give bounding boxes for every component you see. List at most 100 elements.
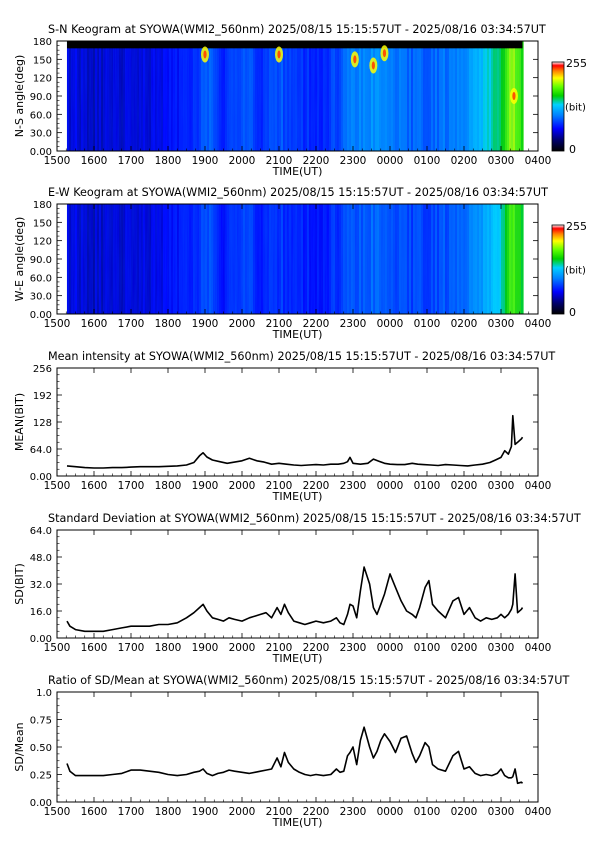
- x-tick-label: 2100: [266, 642, 293, 654]
- x-tick-label: 1600: [81, 155, 108, 167]
- x-tick-label: 0400: [525, 806, 552, 818]
- x-tick-label: 0100: [414, 155, 441, 167]
- y-axis-label: SD(BIT): [13, 563, 26, 605]
- bright-patch-core: [277, 50, 281, 59]
- x-tick-label: 1500: [44, 318, 71, 330]
- x-tick-label: 1600: [81, 642, 108, 654]
- y-tick-label: 1.0: [36, 688, 52, 699]
- chart-title: Standard Deviation at SYOWA(WMI2_560nm) …: [48, 512, 581, 525]
- x-axis-label: TIME(UT): [272, 490, 323, 503]
- x-axis-label: TIME(UT): [272, 652, 323, 665]
- bright-patch-core: [353, 55, 357, 64]
- x-tick-label: 0200: [451, 318, 478, 330]
- x-tick-label: 0300: [488, 642, 515, 654]
- y-tick-label: 16.0: [30, 607, 52, 618]
- x-tick-label: 0100: [414, 480, 441, 492]
- x-tick-label: 2300: [340, 642, 367, 654]
- x-tick-label: 2100: [266, 318, 293, 330]
- y-tick-label: 0.00: [30, 798, 52, 809]
- colorbar: [551, 61, 565, 152]
- plot-background: [57, 530, 538, 638]
- y-tick-label: 90.0: [30, 92, 52, 103]
- x-tick-label: 0300: [488, 480, 515, 492]
- plot-background: [57, 692, 538, 802]
- x-tick-label: 0300: [488, 806, 515, 818]
- chart-title: S-N Keogram at SYOWA(WMI2_560nm) 2025/08…: [48, 23, 546, 36]
- colorbar-max-label: 255: [566, 220, 587, 233]
- chart-title: Mean intensity at SYOWA(WMI2_560nm) 2025…: [48, 350, 555, 363]
- x-axis-label: TIME(UT): [272, 816, 323, 829]
- x-tick-label: 2300: [340, 155, 367, 167]
- y-tick-label: 64.0: [30, 445, 52, 456]
- x-tick-label: 1900: [192, 155, 219, 167]
- x-tick-label: 0400: [525, 318, 552, 330]
- x-tick-label: 1900: [192, 480, 219, 492]
- x-tick-label: 2000: [229, 642, 256, 654]
- y-tick-label: 180: [33, 200, 52, 211]
- y-tick-label: 128: [33, 418, 52, 429]
- x-tick-label: 0000: [377, 318, 404, 330]
- x-tick-label: 0400: [525, 480, 552, 492]
- x-tick-label: 1500: [44, 155, 71, 167]
- y-tick-label: 0.00: [30, 472, 52, 483]
- y-tick-label: 64.0: [30, 526, 52, 537]
- x-tick-label: 2000: [229, 480, 256, 492]
- series-line: [66, 566, 524, 633]
- y-tick-label: 150: [33, 55, 52, 66]
- x-tick-label: 2200: [303, 642, 330, 654]
- heatmap-texture: [66, 204, 523, 314]
- x-tick-label: 0000: [377, 642, 404, 654]
- x-tick-label: 1700: [118, 642, 145, 654]
- x-tick-label: 0200: [451, 155, 478, 167]
- chart-title: Ratio of SD/Mean at SYOWA(WMI2_560nm) 20…: [48, 674, 569, 687]
- x-tick-label: 1700: [118, 318, 145, 330]
- y-tick-label: 256: [33, 364, 52, 375]
- y-tick-label: 30.0: [30, 129, 52, 140]
- x-tick-label: 2000: [229, 806, 256, 818]
- y-tick-label: 120: [33, 237, 52, 248]
- colorbar-unit-label: (bit): [565, 266, 586, 277]
- x-tick-label: 1900: [192, 806, 219, 818]
- x-tick-label: 0300: [488, 318, 515, 330]
- y-tick-label: 60.0: [30, 110, 52, 121]
- x-tick-label: 2300: [340, 318, 367, 330]
- y-tick-label: 192: [33, 391, 52, 402]
- y-tick-label: 90.0: [30, 255, 52, 266]
- series-line: [66, 726, 524, 785]
- chart-title: E-W Keogram at SYOWA(WMI2_560nm) 2025/08…: [48, 186, 548, 199]
- bright-patch-core: [203, 50, 207, 59]
- y-tick-label: 48.0: [30, 553, 52, 564]
- x-tick-label: 1600: [81, 318, 108, 330]
- x-tick-label: 2200: [303, 155, 330, 167]
- y-tick-label: 180: [33, 37, 52, 48]
- y-tick-label: 60.0: [30, 273, 52, 284]
- x-tick-label: 2300: [340, 806, 367, 818]
- x-tick-label: 0200: [451, 480, 478, 492]
- bright-patch-core: [371, 61, 375, 70]
- x-tick-label: 1700: [118, 480, 145, 492]
- bright-patch-core: [382, 49, 387, 58]
- x-tick-label: 1600: [81, 806, 108, 818]
- x-tick-label: 0400: [525, 642, 552, 654]
- x-tick-label: 0200: [451, 642, 478, 654]
- x-tick-label: 1500: [44, 480, 71, 492]
- x-tick-label: 0000: [377, 480, 404, 492]
- x-tick-label: 1800: [155, 480, 182, 492]
- x-tick-label: 0300: [488, 155, 515, 167]
- heatmap-texture: [66, 41, 523, 151]
- colorbar-unit-label: (bit): [565, 103, 586, 114]
- x-tick-label: 1800: [155, 642, 182, 654]
- x-tick-label: 2200: [303, 480, 330, 492]
- y-tick-label: 150: [33, 218, 52, 229]
- y-axis-label: W-E angle(deg): [13, 217, 26, 302]
- x-tick-label: 2200: [303, 806, 330, 818]
- y-axis-label: N-S angle(deg): [13, 55, 26, 138]
- no-data-band: [66, 41, 523, 49]
- y-tick-label: 120: [33, 74, 52, 85]
- plot-background: [57, 368, 538, 476]
- x-tick-label: 2000: [229, 155, 256, 167]
- x-tick-label: 0000: [377, 806, 404, 818]
- x-tick-label: 1500: [44, 806, 71, 818]
